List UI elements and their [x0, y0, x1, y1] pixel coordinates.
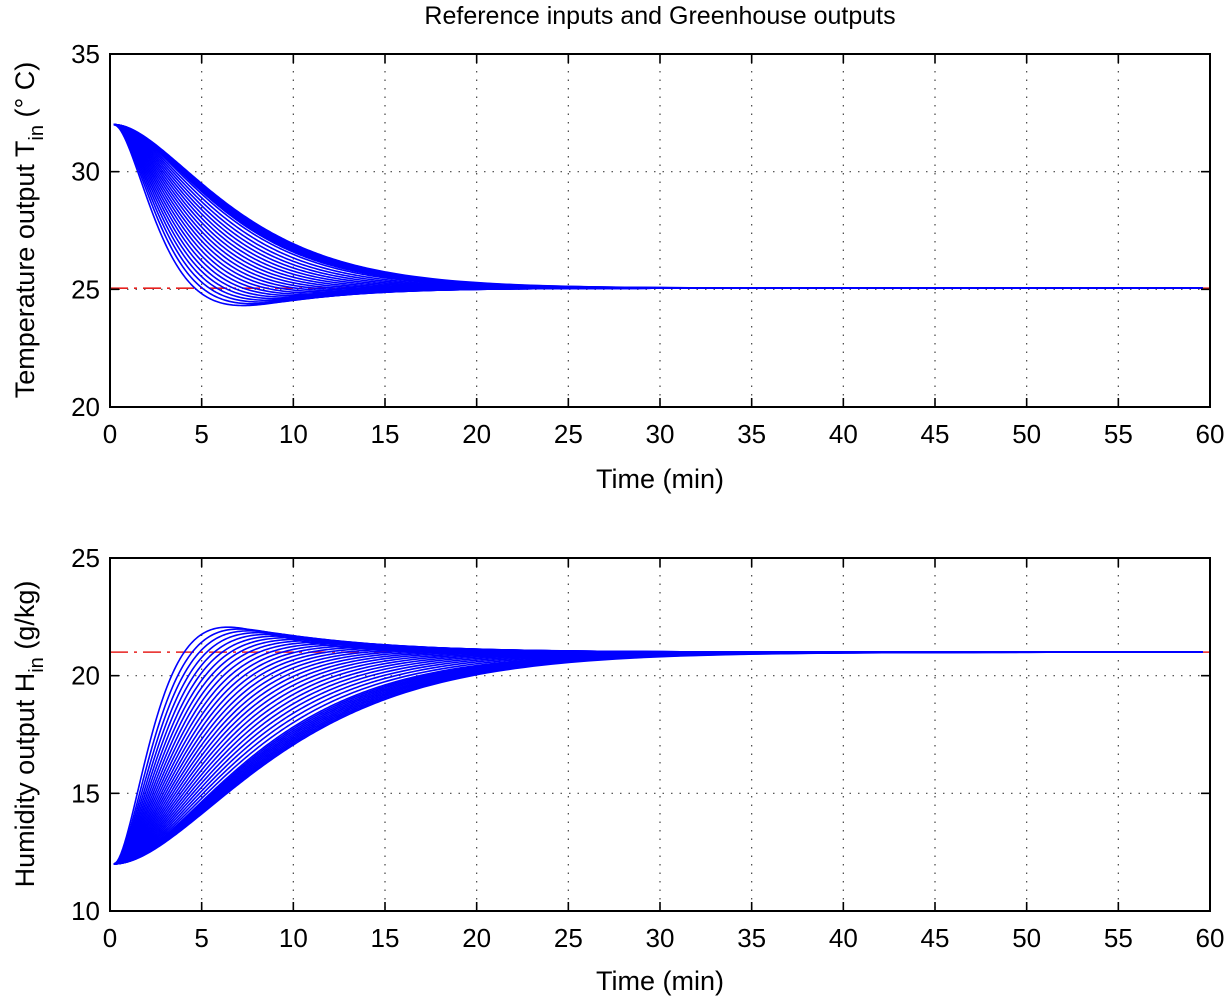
temperature-xtick-label-10: 50 [1012, 419, 1041, 449]
humidity-response-line-22 [113, 651, 1203, 865]
temperature-xtick-label-7: 35 [737, 419, 766, 449]
temperature-response-line-15 [113, 123, 1203, 290]
humidity-ytick-label-1: 15 [71, 778, 100, 808]
humidity-series-group [113, 626, 1203, 865]
temperature-response-line-25 [113, 123, 1203, 289]
temperature-series-group [113, 123, 1203, 307]
humidity-response-line-26 [113, 651, 1203, 865]
humidity-response-line-19 [113, 650, 1203, 865]
temperature-axes-box [109, 53, 1211, 408]
humidity-ytick-label-0: 10 [71, 896, 100, 926]
temperature-response-line-16 [113, 123, 1203, 290]
humidity-xlabel: Time (min) [596, 966, 724, 996]
humidity-response-line-29 [113, 651, 1203, 865]
humidity-response-line-25 [113, 651, 1203, 865]
temperature-ytick-label-2: 30 [71, 157, 100, 187]
temperature-ytick-label-3: 35 [71, 39, 100, 69]
humidity-ytick-label-3: 25 [71, 543, 100, 573]
temperature-response-line-17 [113, 123, 1203, 289]
temperature-ylabel-unit: (° C) [10, 62, 40, 125]
temperature-ticks: 0 5 10 15 20 25 30 35 40 45 50 55 60 20 25 30 35 [71, 39, 1224, 449]
temperature-response-line-1 [113, 123, 1203, 305]
temperature-xtick-label-8: 40 [829, 419, 858, 449]
humidity-xtick-label-10: 50 [1012, 923, 1041, 953]
temperature-ylabel-subscript: in [26, 125, 48, 141]
temperature-response-line-28 [113, 123, 1203, 289]
humidity-response-line-24 [113, 651, 1203, 865]
humidity-ytick-label-2: 20 [71, 661, 100, 691]
humidity-response-line-23 [113, 651, 1203, 865]
temperature-ylabel-main: Temperature output T [10, 141, 40, 399]
humidity-response-line-30 [113, 651, 1203, 865]
temperature-grid [110, 54, 1210, 407]
temperature-response-line-27 [113, 123, 1203, 289]
humidity-ticks: 0 5 10 15 20 25 30 35 40 45 50 55 60 10 15 20 25 [71, 543, 1224, 953]
humidity-response-line-17 [113, 649, 1203, 865]
humidity-response-line-21 [113, 651, 1203, 865]
humidity-xtick-label-5: 25 [554, 923, 583, 953]
humidity-chart: 0 5 10 15 20 25 30 35 40 45 50 55 60 10 15 20 25 Time (m… [10, 543, 1224, 996]
temperature-response-line-3 [113, 123, 1203, 302]
temperature-response-line-20 [113, 123, 1203, 289]
humidity-response-line-32 [113, 651, 1203, 865]
humidity-xtick-label-3: 15 [371, 923, 400, 953]
humidity-xtick-label-2: 10 [279, 923, 308, 953]
temperature-response-line-21 [113, 123, 1203, 289]
temperature-xtick-label-9: 45 [921, 419, 950, 449]
temperature-response-line-23 [113, 123, 1203, 289]
temperature-ylabel: Temperature output Tin (° C) [10, 62, 48, 399]
temperature-response-line-6 [113, 123, 1203, 297]
temperature-response-line-19 [113, 123, 1203, 289]
humidity-xtick-label-6: 30 [646, 923, 675, 953]
humidity-xtick-label-11: 55 [1104, 923, 1133, 953]
temperature-xtick-label-6: 30 [646, 419, 675, 449]
humidity-response-line-27 [113, 651, 1203, 865]
humidity-xtick-label-7: 35 [737, 923, 766, 953]
temperature-ytick-label-1: 25 [71, 274, 100, 304]
humidity-response-line-31 [113, 651, 1203, 865]
temperature-response-line-8 [113, 123, 1203, 295]
temperature-response-line-9 [113, 123, 1203, 293]
temperature-response-line-24 [113, 123, 1203, 289]
temperature-response-line-18 [113, 123, 1203, 289]
humidity-response-line-20 [113, 650, 1203, 865]
humidity-response-line-28 [113, 651, 1203, 865]
humidity-response-line-39 [113, 651, 1203, 865]
temperature-response-line-22 [113, 123, 1203, 289]
temperature-response-line-29 [113, 123, 1203, 289]
humidity-response-line-18 [113, 650, 1203, 865]
temperature-xtick-label-3: 15 [371, 419, 400, 449]
temperature-response-line-14 [113, 123, 1203, 290]
temperature-response-line-13 [113, 123, 1203, 290]
temperature-xtick-label-0: 0 [103, 419, 117, 449]
figure-title: Reference inputs and Greenhouse outputs [424, 2, 895, 30]
humidity-xtick-label-4: 20 [462, 923, 491, 953]
humidity-xtick-label-1: 5 [194, 923, 208, 953]
humidity-response-line-16 [113, 648, 1203, 865]
humidity-ylabel-main: Humidity output H [10, 673, 40, 888]
temperature-xtick-label-1: 5 [194, 419, 208, 449]
temperature-response-line-5 [113, 123, 1203, 299]
temperature-xtick-label-4: 20 [462, 419, 491, 449]
humidity-xtick-label-0: 0 [103, 923, 117, 953]
humidity-response-line-33 [113, 651, 1203, 865]
temperature-xtick-label-5: 25 [554, 419, 583, 449]
temperature-xtick-label-12: 60 [1196, 419, 1225, 449]
humidity-xtick-label-12: 60 [1196, 923, 1225, 953]
humidity-xtick-label-8: 40 [829, 923, 858, 953]
temperature-response-line-26 [113, 123, 1203, 289]
temperature-ytick-label-0: 20 [71, 392, 100, 422]
humidity-xtick-label-9: 45 [921, 923, 950, 953]
humidity-ylabel-subscript: in [26, 657, 48, 673]
humidity-ylabel-unit: (g/kg) [10, 581, 40, 658]
temperature-xtick-label-2: 10 [279, 419, 308, 449]
temperature-chart: 0 5 10 15 20 25 30 35 40 45 50 55 60 20 25 30 35 Time (m… [10, 39, 1224, 494]
temperature-xtick-label-11: 55 [1104, 419, 1133, 449]
humidity-ylabel: Humidity output Hin (g/kg) [10, 581, 48, 888]
temperature-xlabel: Time (min) [596, 464, 724, 494]
